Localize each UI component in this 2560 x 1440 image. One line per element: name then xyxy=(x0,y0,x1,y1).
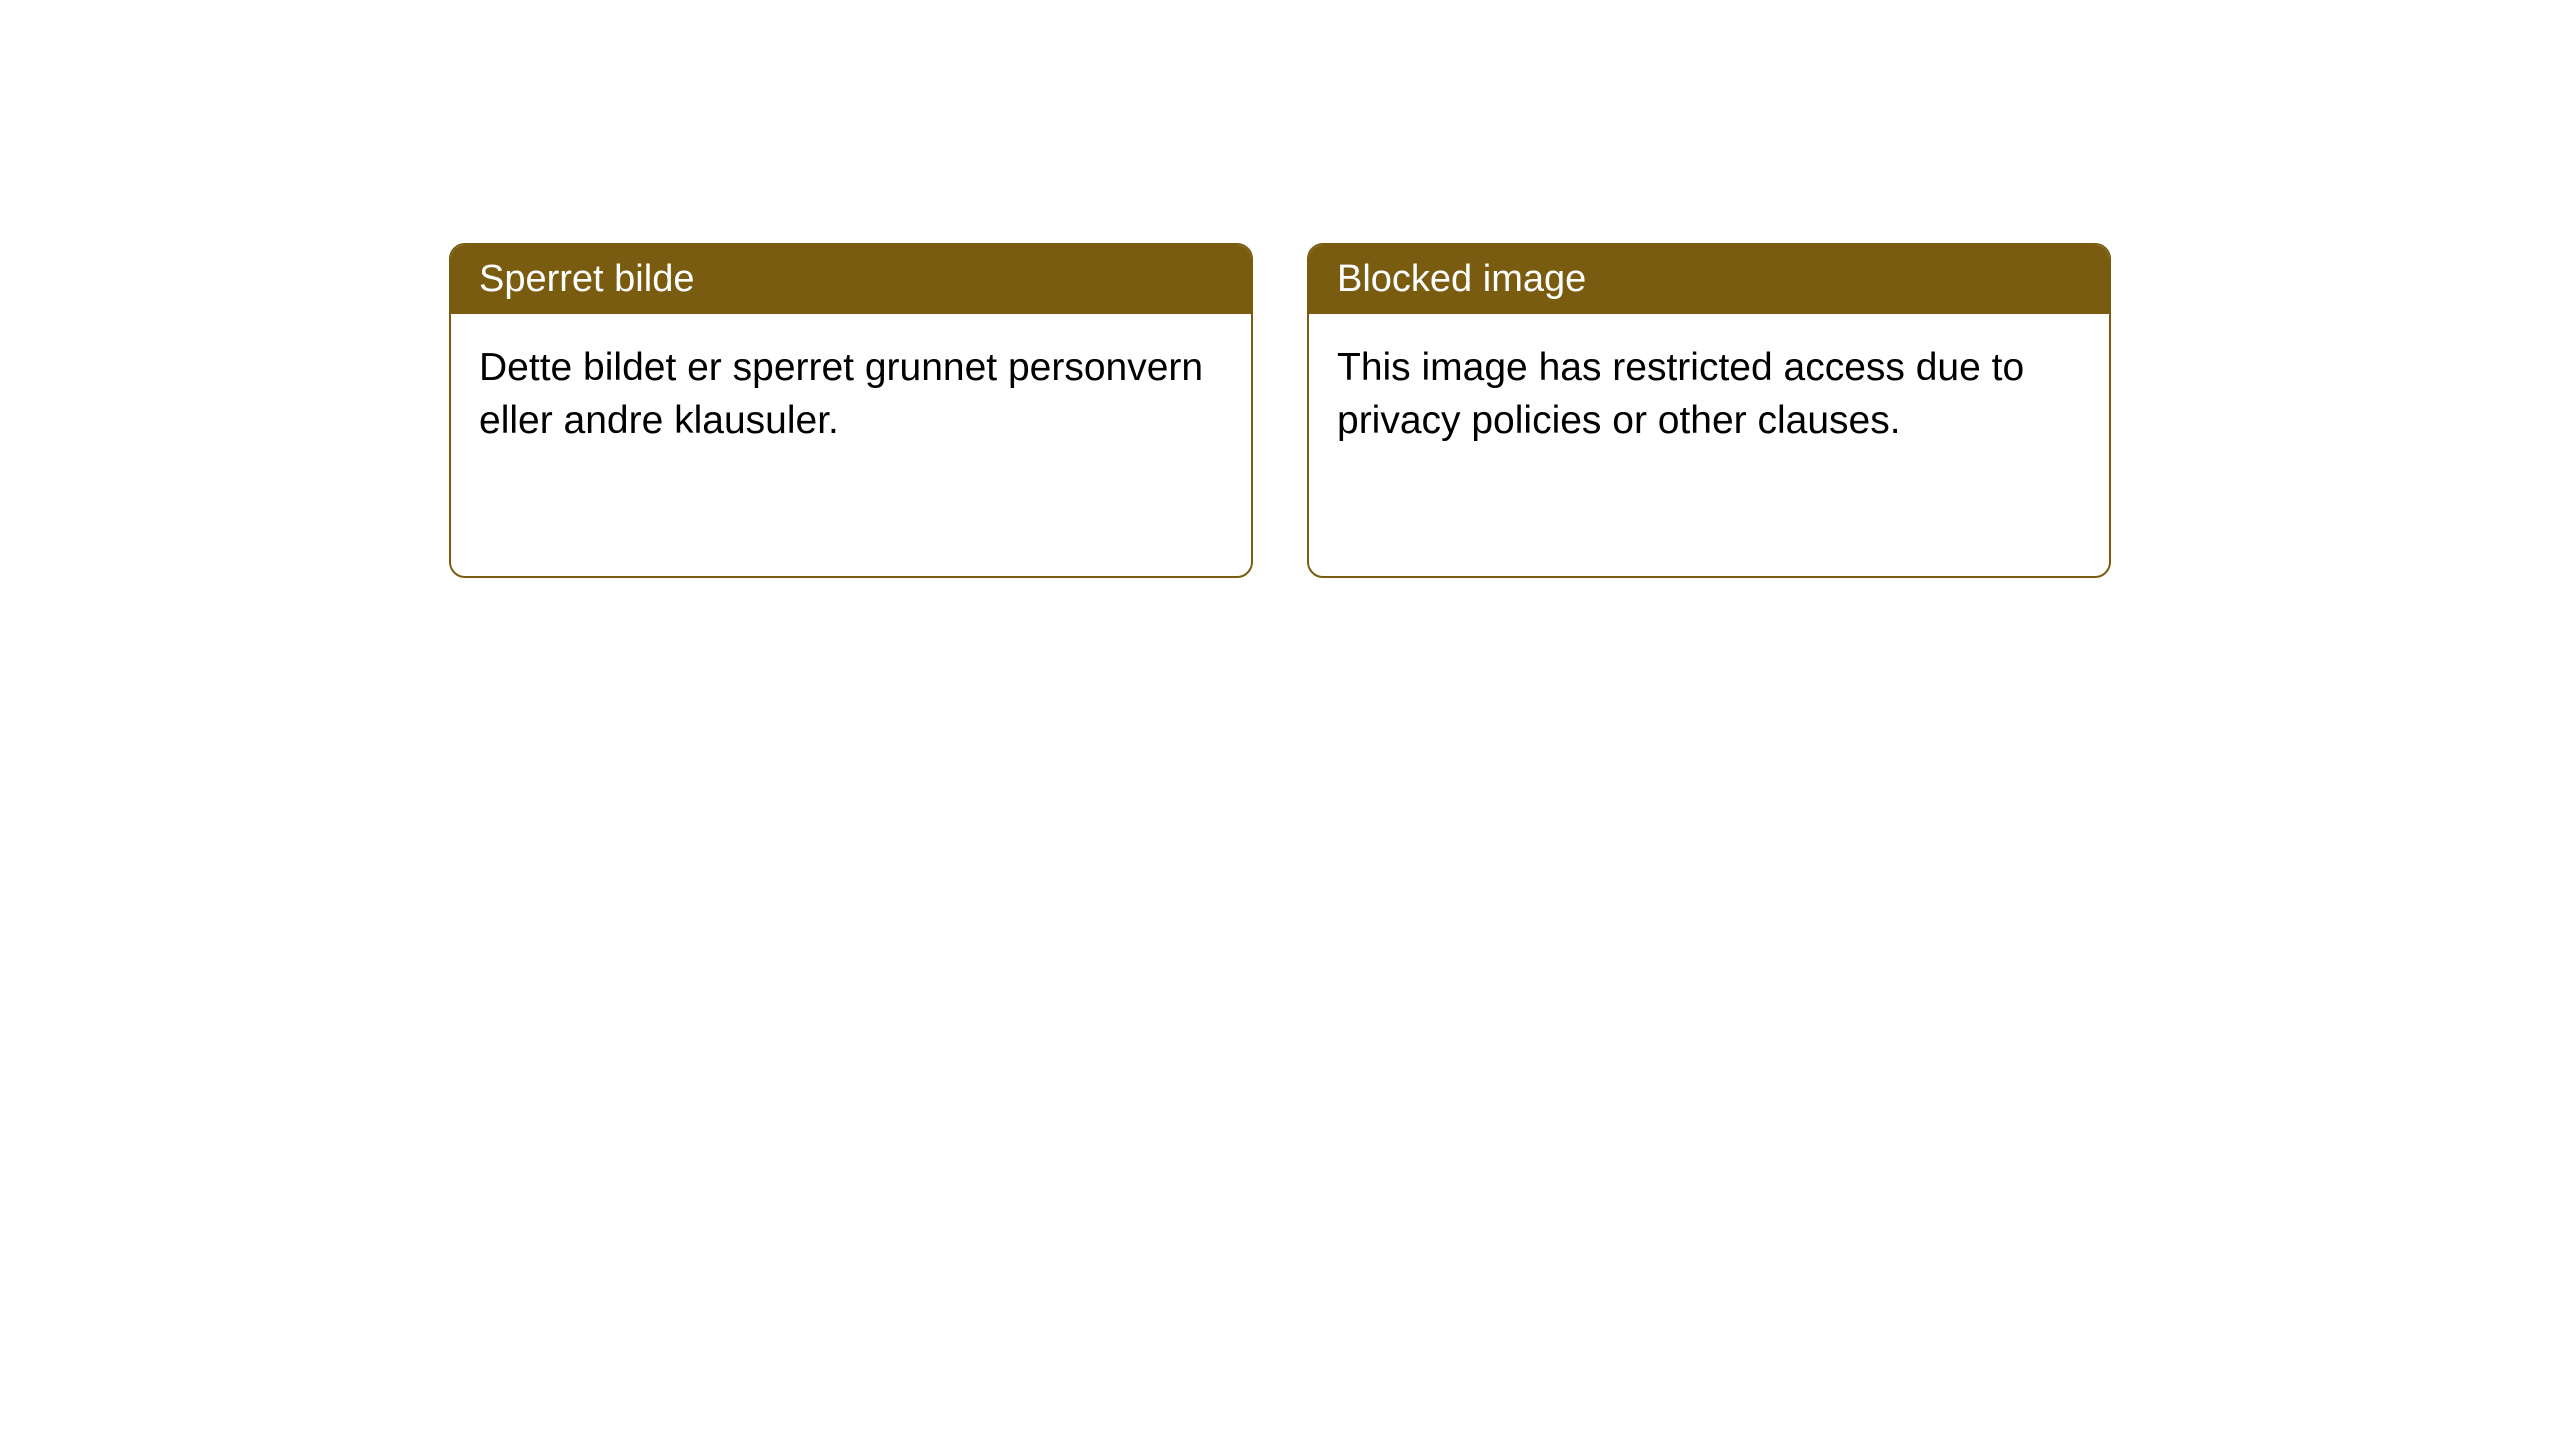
notice-container: Sperret bilde Dette bildet er sperret gr… xyxy=(0,0,2560,578)
notice-body-text: This image has restricted access due to … xyxy=(1337,346,2024,442)
notice-box-english: Blocked image This image has restricted … xyxy=(1307,243,2111,578)
notice-body: This image has restricted access due to … xyxy=(1309,314,2109,475)
notice-body-text: Dette bildet er sperret grunnet personve… xyxy=(479,346,1203,442)
notice-header: Blocked image xyxy=(1309,245,2109,314)
notice-body: Dette bildet er sperret grunnet personve… xyxy=(451,314,1251,475)
notice-box-norwegian: Sperret bilde Dette bildet er sperret gr… xyxy=(449,243,1253,578)
notice-header: Sperret bilde xyxy=(451,245,1251,314)
notice-header-text: Blocked image xyxy=(1337,258,1586,300)
notice-header-text: Sperret bilde xyxy=(479,258,694,300)
